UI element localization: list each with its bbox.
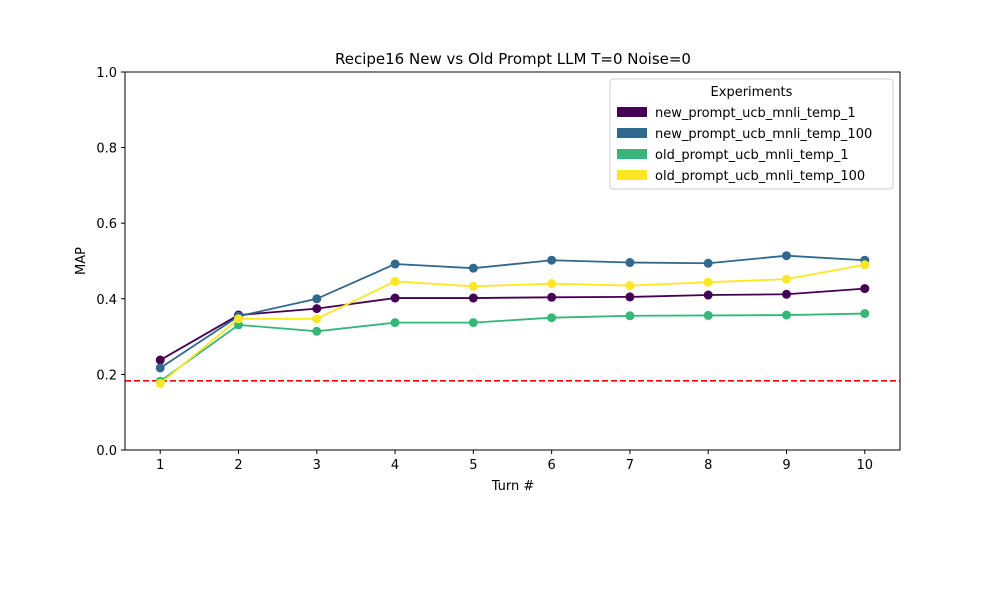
data-point-1-2 <box>312 294 322 304</box>
y-tick-label: 0.2 <box>96 368 117 383</box>
x-tick-label: 10 <box>856 458 873 473</box>
data-point-2-3 <box>390 318 400 328</box>
data-point-3-7 <box>703 277 713 287</box>
data-point-1-4 <box>468 263 478 273</box>
series-line-2 <box>159 312 865 382</box>
data-point-0-7 <box>703 290 713 300</box>
data-point-2-5 <box>547 313 557 323</box>
data-point-2-6 <box>625 311 635 321</box>
y-tick-label: 0.8 <box>96 142 117 157</box>
legend-title: Experiments <box>711 85 793 100</box>
data-point-3-9 <box>860 260 870 270</box>
legend-swatch-0 <box>617 107 647 117</box>
x-tick-label: 9 <box>782 458 790 473</box>
series-line-3 <box>159 263 865 385</box>
legend-entry-0: new_prompt_ucb_mnli_temp_1 <box>655 106 856 121</box>
x-tick-label: 8 <box>704 458 712 473</box>
data-point-3-1 <box>234 314 244 324</box>
x-tick-label: 2 <box>234 458 242 473</box>
x-tick-label: 7 <box>626 458 634 473</box>
data-point-3-6 <box>625 281 635 291</box>
series-line-0 <box>159 287 865 361</box>
data-point-3-8 <box>781 274 791 284</box>
data-point-0-5 <box>547 292 557 302</box>
data-point-1-7 <box>703 258 713 268</box>
data-point-1-5 <box>547 255 557 265</box>
series-line-1 <box>159 254 865 369</box>
data-point-2-4 <box>468 318 478 328</box>
data-point-0-2 <box>312 304 322 314</box>
legend-swatch-3 <box>617 170 647 180</box>
data-point-0-6 <box>625 292 635 302</box>
data-point-0-9 <box>860 284 870 294</box>
x-tick-label: 4 <box>391 458 399 473</box>
legend-box <box>609 78 894 190</box>
legend: Experiments new_prompt_ucb_mnli_temp_1new… <box>609 78 894 190</box>
legend-entry-2: old_prompt_ucb_mnli_temp_1 <box>655 148 849 163</box>
data-point-1-3 <box>390 259 400 269</box>
data-point-2-7 <box>703 310 713 320</box>
plot-area <box>125 251 900 388</box>
y-tick-label: 0.4 <box>96 293 117 308</box>
data-point-3-0 <box>155 378 165 388</box>
axes: 1 2 3 4 5 6 7 8 9 10 0.0 0.2 0.4 0.6 0.8 1.0 <box>96 66 873 473</box>
legend-entry-1: new_prompt_ucb_mnli_temp_100 <box>655 127 872 142</box>
data-point-1-6 <box>625 258 635 268</box>
chart-title: Recipe16 New vs Old Prompt LLM T=0 Noise… <box>335 50 691 68</box>
y-tick-label: 0.0 <box>96 444 117 459</box>
x-axis-label: Turn # <box>491 479 535 494</box>
data-point-3-2 <box>312 314 322 324</box>
x-tick-label: 5 <box>469 458 477 473</box>
legend-entry-3: old_prompt_ucb_mnli_temp_100 <box>655 169 865 184</box>
x-tick-label: 6 <box>548 458 556 473</box>
data-point-3-4 <box>468 281 478 291</box>
data-point-0-8 <box>781 289 791 299</box>
x-tick-label: 3 <box>313 458 321 473</box>
data-point-0-3 <box>390 293 400 303</box>
plot-frame <box>124 71 901 451</box>
data-point-2-2 <box>312 326 322 336</box>
data-point-3-3 <box>390 276 400 286</box>
data-point-2-9 <box>860 309 870 319</box>
data-point-1-0 <box>155 363 165 373</box>
data-point-0-0 <box>155 355 165 365</box>
data-point-2-8 <box>781 310 791 320</box>
y-tick-label: 1.0 <box>96 66 117 81</box>
data-point-0-4 <box>468 293 478 303</box>
data-point-1-8 <box>781 251 791 261</box>
legend-swatch-2 <box>617 149 647 159</box>
data-point-3-5 <box>547 279 557 289</box>
legend-swatch-1 <box>617 128 647 138</box>
y-axis-label: MAP <box>74 247 89 275</box>
x-tick-label: 1 <box>156 458 164 473</box>
y-tick-label: 0.6 <box>96 217 117 232</box>
